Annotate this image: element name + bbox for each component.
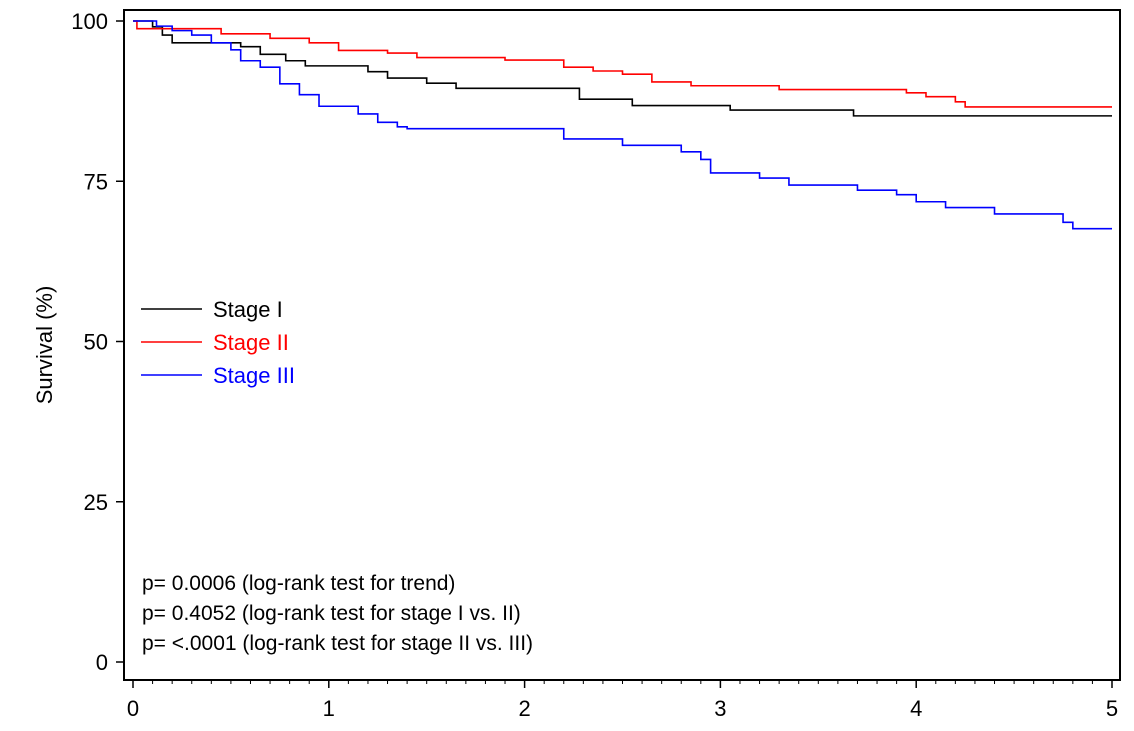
annotation-pvalue: p= 0.4052 (log-rank test for stage I vs.… (142, 602, 521, 625)
y-tick-label: 75 (84, 169, 108, 194)
y-tick-label: 25 (84, 490, 108, 515)
x-tick-label: 3 (714, 696, 726, 721)
y-tick-label: 50 (84, 330, 108, 355)
series-line-stage-i (133, 20, 1112, 117)
y-axis-title: Survival (%) (32, 286, 57, 405)
x-tick-label: 0 (127, 696, 139, 721)
x-tick-label: 4 (910, 696, 922, 721)
legend-label: Stage II (213, 330, 289, 355)
x-axis: 0 1 2 3 4 5 (127, 680, 1118, 721)
legend: Stage I Stage II Stage III (141, 297, 295, 388)
series-line-stage-ii (133, 20, 1112, 108)
y-tick-label: 100 (71, 9, 108, 34)
annotation-pvalue: p= 0.0006 (log-rank test for trend) (142, 572, 455, 595)
legend-label: Stage III (213, 363, 295, 388)
series-lines (133, 20, 1112, 230)
y-tick-label: 0 (96, 650, 108, 675)
x-tick-label: 5 (1106, 696, 1118, 721)
y-axis: 0 25 50 75 100 (71, 9, 124, 675)
legend-label: Stage I (213, 297, 283, 322)
x-tick-label: 1 (323, 696, 335, 721)
series-line-stage-iii (133, 20, 1112, 230)
annotation-pvalue: p= <.0001 (log-rank test for stage II vs… (142, 632, 533, 655)
annotations: p= 0.0006 (log-rank test for trend) p= 0.… (142, 572, 533, 655)
x-tick-label: 2 (518, 696, 530, 721)
